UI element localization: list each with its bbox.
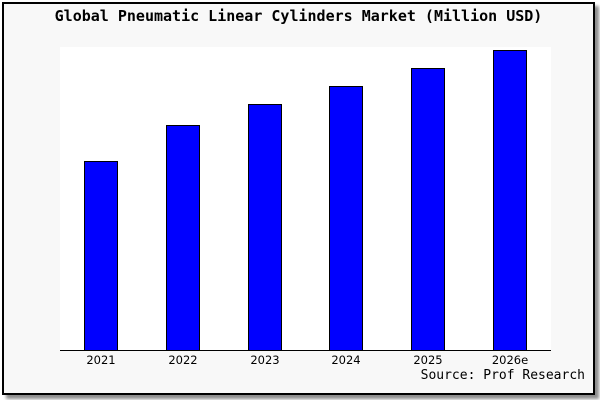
bar-2024 bbox=[329, 86, 363, 350]
x-tick-label-2026e: 2026e bbox=[491, 353, 529, 367]
x-tick-label-2024: 2024 bbox=[331, 353, 361, 367]
bar-2025 bbox=[411, 68, 445, 350]
bar-2026e bbox=[493, 50, 527, 350]
x-tick-label-2025: 2025 bbox=[413, 353, 443, 367]
bar-2023 bbox=[248, 104, 282, 350]
source-note: Source: Prof Research bbox=[420, 368, 585, 383]
chart-frame: Global Pneumatic Linear Cylinders Market… bbox=[2, 2, 595, 395]
chart-title: Global Pneumatic Linear Cylinders Market… bbox=[54, 7, 543, 25]
bar-2022 bbox=[166, 125, 200, 350]
x-tick-label-2021: 2021 bbox=[86, 353, 116, 367]
plot-area bbox=[60, 47, 551, 351]
x-axis-labels: 2021 2022 2023 2024 2025 2026e bbox=[60, 351, 551, 369]
x-tick-label-2023: 2023 bbox=[250, 353, 280, 367]
bar-2021 bbox=[84, 161, 118, 350]
x-tick-label-2022: 2022 bbox=[168, 353, 198, 367]
